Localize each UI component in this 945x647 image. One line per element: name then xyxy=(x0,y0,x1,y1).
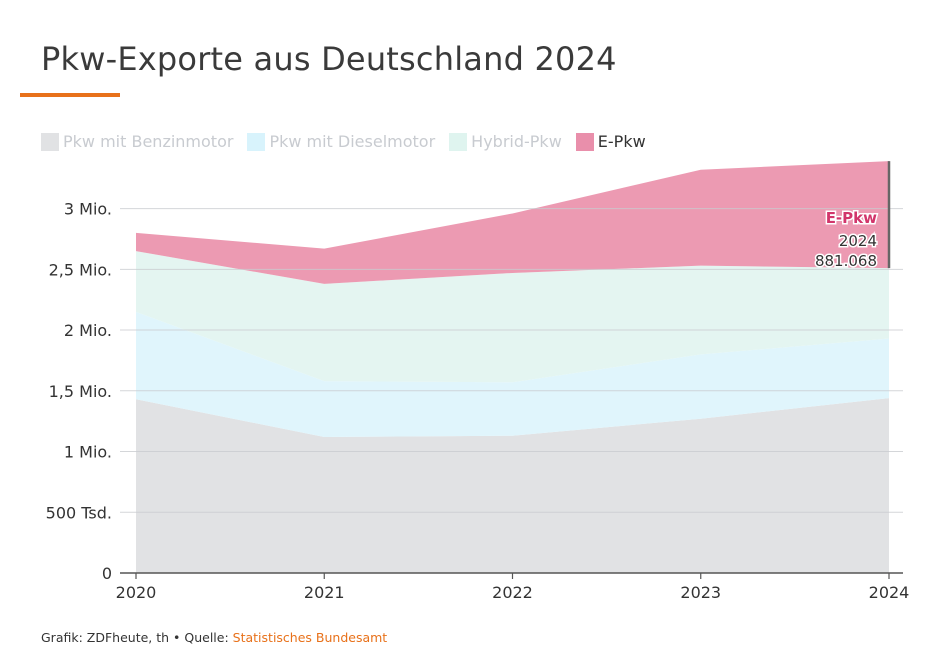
x-tick-label: 2020 xyxy=(116,583,157,602)
annotation-value-label: 881.068 xyxy=(815,252,877,270)
y-tick-label: 500 Tsd. xyxy=(46,503,112,522)
y-tick-label: 1,5 Mio. xyxy=(49,382,112,401)
annotation-year-label: 2024 xyxy=(839,232,877,250)
area-series xyxy=(136,161,889,284)
area-series xyxy=(136,311,889,437)
legend-item[interactable]: E-Pkw xyxy=(575,132,646,151)
y-tick-label: 3 Mio. xyxy=(64,200,112,219)
y-tick-label: 1 Mio. xyxy=(64,443,112,462)
x-tick-label: 2023 xyxy=(680,583,721,602)
legend-swatch xyxy=(247,132,266,151)
legend-label: Pkw mit Dieselmotor xyxy=(269,132,436,151)
footer-credit: Grafik: ZDFheute, th • Quelle: Statistis… xyxy=(41,630,387,645)
y-tick-label: 0 xyxy=(102,564,112,583)
legend-swatch xyxy=(449,132,468,151)
annotation-series-label: E-Pkw xyxy=(826,209,877,227)
legend-item[interactable]: Pkw mit Dieselmotor xyxy=(247,132,435,151)
legend-item[interactable]: Hybrid-Pkw xyxy=(449,132,562,151)
x-tick-label: 2022 xyxy=(492,583,533,602)
title-underline xyxy=(20,93,120,97)
credit-text: Grafik: ZDFheute, th • Quelle: xyxy=(41,630,233,645)
y-tick-label: 2,5 Mio. xyxy=(49,260,112,279)
y-tick-label: 2 Mio. xyxy=(64,321,112,340)
x-tick-label: 2021 xyxy=(304,583,345,602)
legend-label: Pkw mit Benzinmotor xyxy=(63,132,234,151)
source-link[interactable]: Statistisches Bundesamt xyxy=(232,630,388,645)
x-tick-label: 2024 xyxy=(869,583,910,602)
legend-item[interactable]: Pkw mit Benzinmotor xyxy=(41,132,233,151)
legend-label: Hybrid-Pkw xyxy=(471,132,562,151)
chart-title: Pkw-Exporte aus Deutschland 2024 xyxy=(41,40,617,78)
area-series xyxy=(136,398,889,573)
chart-legend: Pkw mit Benzinmotor Pkw mit Dieselmotor Hy… xyxy=(41,132,646,151)
legend-swatch xyxy=(41,132,59,151)
legend-swatch xyxy=(575,132,594,151)
legend-label: E-Pkw xyxy=(597,132,646,151)
